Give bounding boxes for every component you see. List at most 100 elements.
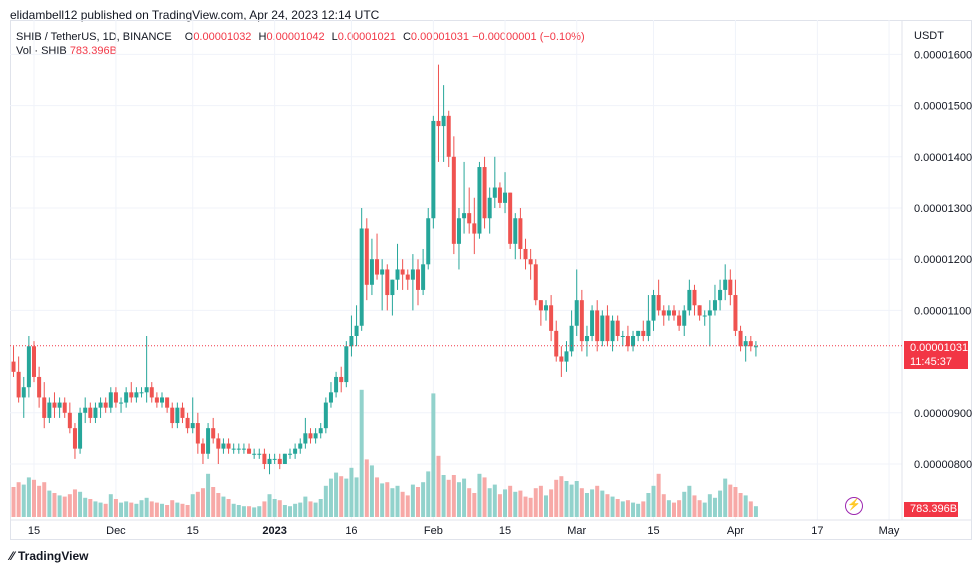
candle-body — [134, 392, 139, 398]
volume-bar — [32, 479, 36, 517]
candle-body — [26, 346, 31, 388]
candle-body — [728, 279, 733, 296]
candle-body — [554, 330, 559, 357]
volume-bar — [328, 478, 333, 517]
candle-body — [180, 407, 185, 418]
volume-bar — [605, 494, 610, 517]
candle-body — [390, 279, 395, 296]
volume-bar — [513, 491, 518, 517]
brand[interactable]: ⁄⁄ TradingView — [10, 549, 88, 563]
volume-bar — [134, 503, 139, 517]
candle-body — [16, 371, 21, 398]
volume-bar — [206, 473, 211, 517]
close-value: 0.00001031 — [410, 31, 470, 43]
x-tick-label: 15 — [499, 525, 511, 537]
candle-body — [487, 197, 492, 219]
volume-bar — [380, 483, 385, 517]
candle-body — [318, 428, 323, 434]
volume-bar — [216, 493, 221, 517]
volume-bar — [656, 473, 661, 517]
open-value: 0.00001032 — [193, 31, 252, 43]
volume-bar — [344, 478, 349, 517]
volume-bar — [154, 502, 159, 517]
volume-bar — [93, 501, 98, 517]
published-by: elidambell12 published on TradingView.co… — [10, 8, 380, 22]
volume-bar — [625, 500, 630, 517]
volume-bar — [200, 488, 205, 517]
candle-body — [421, 264, 426, 290]
volume-bar — [620, 501, 625, 517]
candle-body — [467, 213, 472, 224]
volume-bar — [88, 499, 93, 517]
candle-body — [298, 443, 303, 449]
candle-body — [569, 325, 574, 352]
candle-body — [185, 417, 190, 429]
candle-body — [482, 167, 487, 219]
volume-bar — [257, 506, 262, 517]
candle-body — [124, 392, 129, 403]
candle-body — [344, 346, 349, 383]
volume-bar — [733, 487, 738, 517]
volume-bar — [98, 502, 103, 517]
volume-bar — [672, 502, 676, 517]
volume-bar — [508, 485, 513, 517]
volume-bar — [298, 502, 303, 517]
candle-body — [405, 274, 410, 280]
volume-bar — [472, 493, 477, 517]
candle-body — [267, 458, 272, 464]
candle-body — [47, 402, 52, 418]
candle-body — [564, 351, 569, 362]
volume-bar — [728, 484, 733, 517]
candle-body — [431, 120, 436, 219]
volume-bar — [405, 495, 410, 517]
volume-bar — [339, 476, 344, 517]
x-tick-label: 15 — [28, 525, 40, 537]
candle-body — [339, 376, 344, 383]
candle-body — [753, 346, 758, 348]
volume-bar — [195, 491, 200, 517]
y-tick-label: 0.00001200 — [914, 254, 972, 266]
volume-bar — [523, 496, 528, 517]
candle-body — [364, 228, 369, 285]
candle-body — [42, 397, 47, 418]
candle-body — [354, 325, 359, 336]
volume-bar — [288, 506, 292, 517]
x-tick-label: 16 — [345, 525, 357, 537]
candle-body — [549, 305, 554, 331]
volume-bar — [369, 465, 374, 517]
candle-body — [160, 397, 164, 403]
symbol-label[interactable]: SHIB / TetherUS, 1D, BINANCE — [16, 31, 172, 43]
candle-body — [21, 387, 26, 398]
x-tick-label: 17 — [811, 525, 823, 537]
volume-bar — [144, 497, 149, 517]
volume-bar — [211, 487, 216, 517]
candle-body — [62, 402, 67, 413]
candle-body — [175, 407, 180, 424]
volume-bar — [467, 488, 472, 517]
candle-body — [574, 300, 579, 326]
candle-body — [441, 115, 446, 127]
volume-bar — [718, 490, 723, 517]
candle-body — [154, 397, 159, 403]
candle-body — [697, 305, 702, 316]
volume-bar — [451, 475, 456, 517]
volume-bar — [267, 494, 272, 517]
volume-bar — [600, 490, 605, 517]
lightning-bolt-icon[interactable]: ⚡ — [845, 497, 863, 515]
volume-bar — [72, 489, 77, 517]
candle-body — [523, 248, 528, 260]
volume-bar — [753, 506, 758, 517]
y-tick-label: 0.00001100 — [914, 305, 971, 317]
candle-body — [119, 402, 124, 404]
volume-bar — [78, 491, 83, 517]
volume-bar — [431, 393, 436, 517]
low-key: L — [331, 31, 338, 43]
last-price: 0.00001031 — [910, 342, 969, 354]
volume-bar — [477, 473, 482, 517]
candle-body — [436, 120, 441, 127]
candle-body — [288, 453, 292, 455]
volume-bar — [682, 491, 687, 517]
volume-bar — [272, 499, 277, 517]
candle-body — [651, 295, 656, 321]
